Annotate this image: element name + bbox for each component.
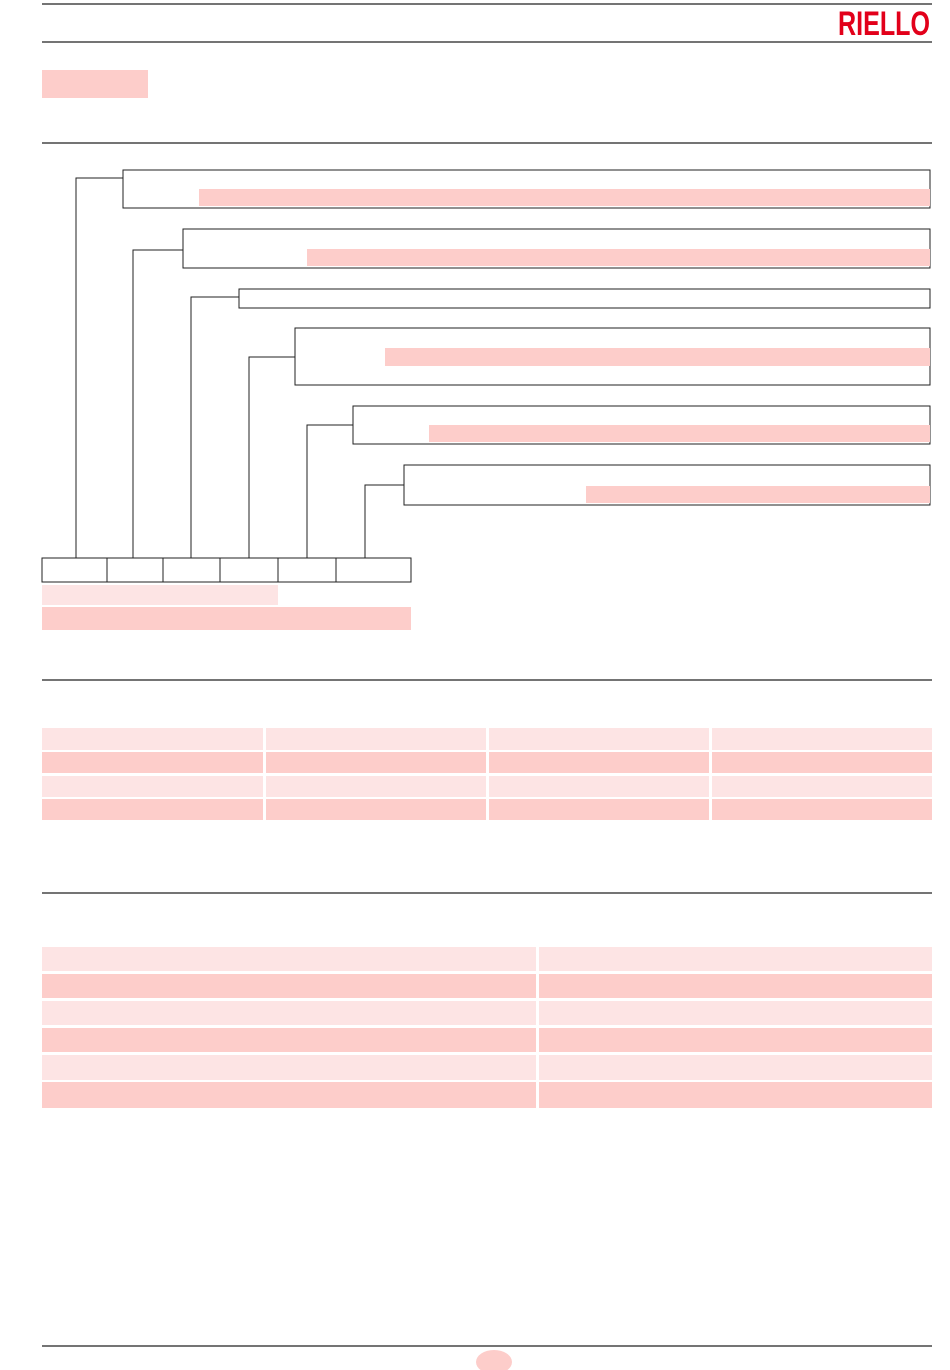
table bbox=[42, 947, 932, 1108]
desc-text bbox=[385, 348, 930, 366]
table bbox=[42, 728, 932, 820]
connector bbox=[132, 249, 183, 558]
code-cell bbox=[41, 557, 108, 583]
connector bbox=[306, 424, 353, 558]
desc-text bbox=[199, 189, 930, 206]
logo: RIELLO bbox=[838, 5, 930, 43]
page-number bbox=[476, 1350, 512, 1370]
note bbox=[42, 607, 411, 630]
desc-text bbox=[586, 486, 930, 503]
note bbox=[42, 585, 278, 605]
connector bbox=[248, 356, 295, 558]
section-title bbox=[42, 70, 148, 98]
desc-text bbox=[429, 425, 930, 442]
code-cell bbox=[106, 557, 164, 583]
connector bbox=[190, 296, 239, 558]
desc-text bbox=[307, 249, 930, 266]
connector bbox=[75, 177, 123, 558]
code-cell bbox=[219, 557, 279, 583]
code-cell bbox=[277, 557, 337, 583]
code-cell bbox=[335, 557, 412, 583]
connector bbox=[364, 484, 404, 558]
code-cell bbox=[162, 557, 221, 583]
desc-box bbox=[238, 288, 931, 309]
designation-diagram bbox=[41, 169, 931, 630]
